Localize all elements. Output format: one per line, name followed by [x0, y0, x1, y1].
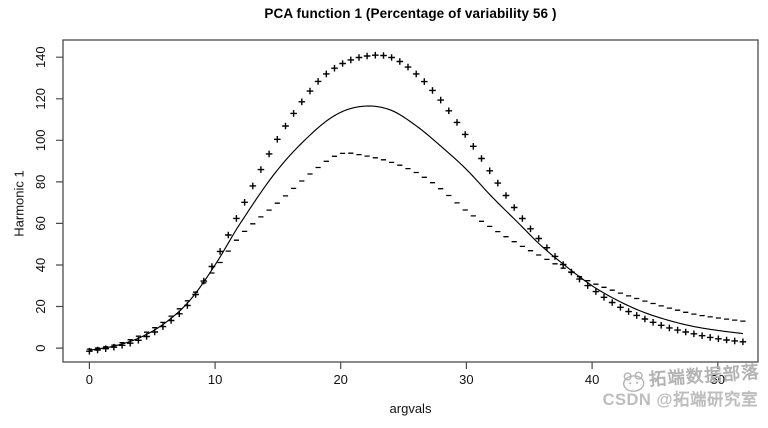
y-tick-label: 80	[33, 175, 48, 189]
y-tick-label: 140	[33, 46, 48, 68]
x-tick-label: 40	[585, 372, 599, 387]
y-tick-label: 120	[33, 88, 48, 110]
y-axis-label: Harmonic 1	[11, 170, 27, 237]
x-tick-label: 10	[208, 372, 222, 387]
y-tick-label: 40	[33, 258, 48, 272]
y-axis-ticks	[56, 56, 63, 349]
x-axis-label: argvals	[389, 401, 432, 416]
y-tick-label: 20	[33, 299, 48, 313]
x-tick-label: 30	[459, 372, 473, 387]
x-tick-label: 20	[333, 372, 347, 387]
plot-frame	[62, 39, 759, 363]
x-axis-ticks	[88, 362, 719, 369]
x-tick-label: 50	[711, 372, 725, 387]
series-mean-plus-harmonic	[86, 51, 747, 355]
plot-title: PCA function 1 (Percentage of variabilit…	[264, 6, 557, 21]
y-tick-label: 60	[33, 216, 48, 230]
series-mean-minus-harmonic	[86, 152, 746, 350]
y-tick-label: 100	[33, 129, 48, 151]
x-tick-label: 0	[86, 372, 93, 387]
series-mean	[89, 105, 743, 351]
y-tick-label: 0	[33, 344, 48, 351]
